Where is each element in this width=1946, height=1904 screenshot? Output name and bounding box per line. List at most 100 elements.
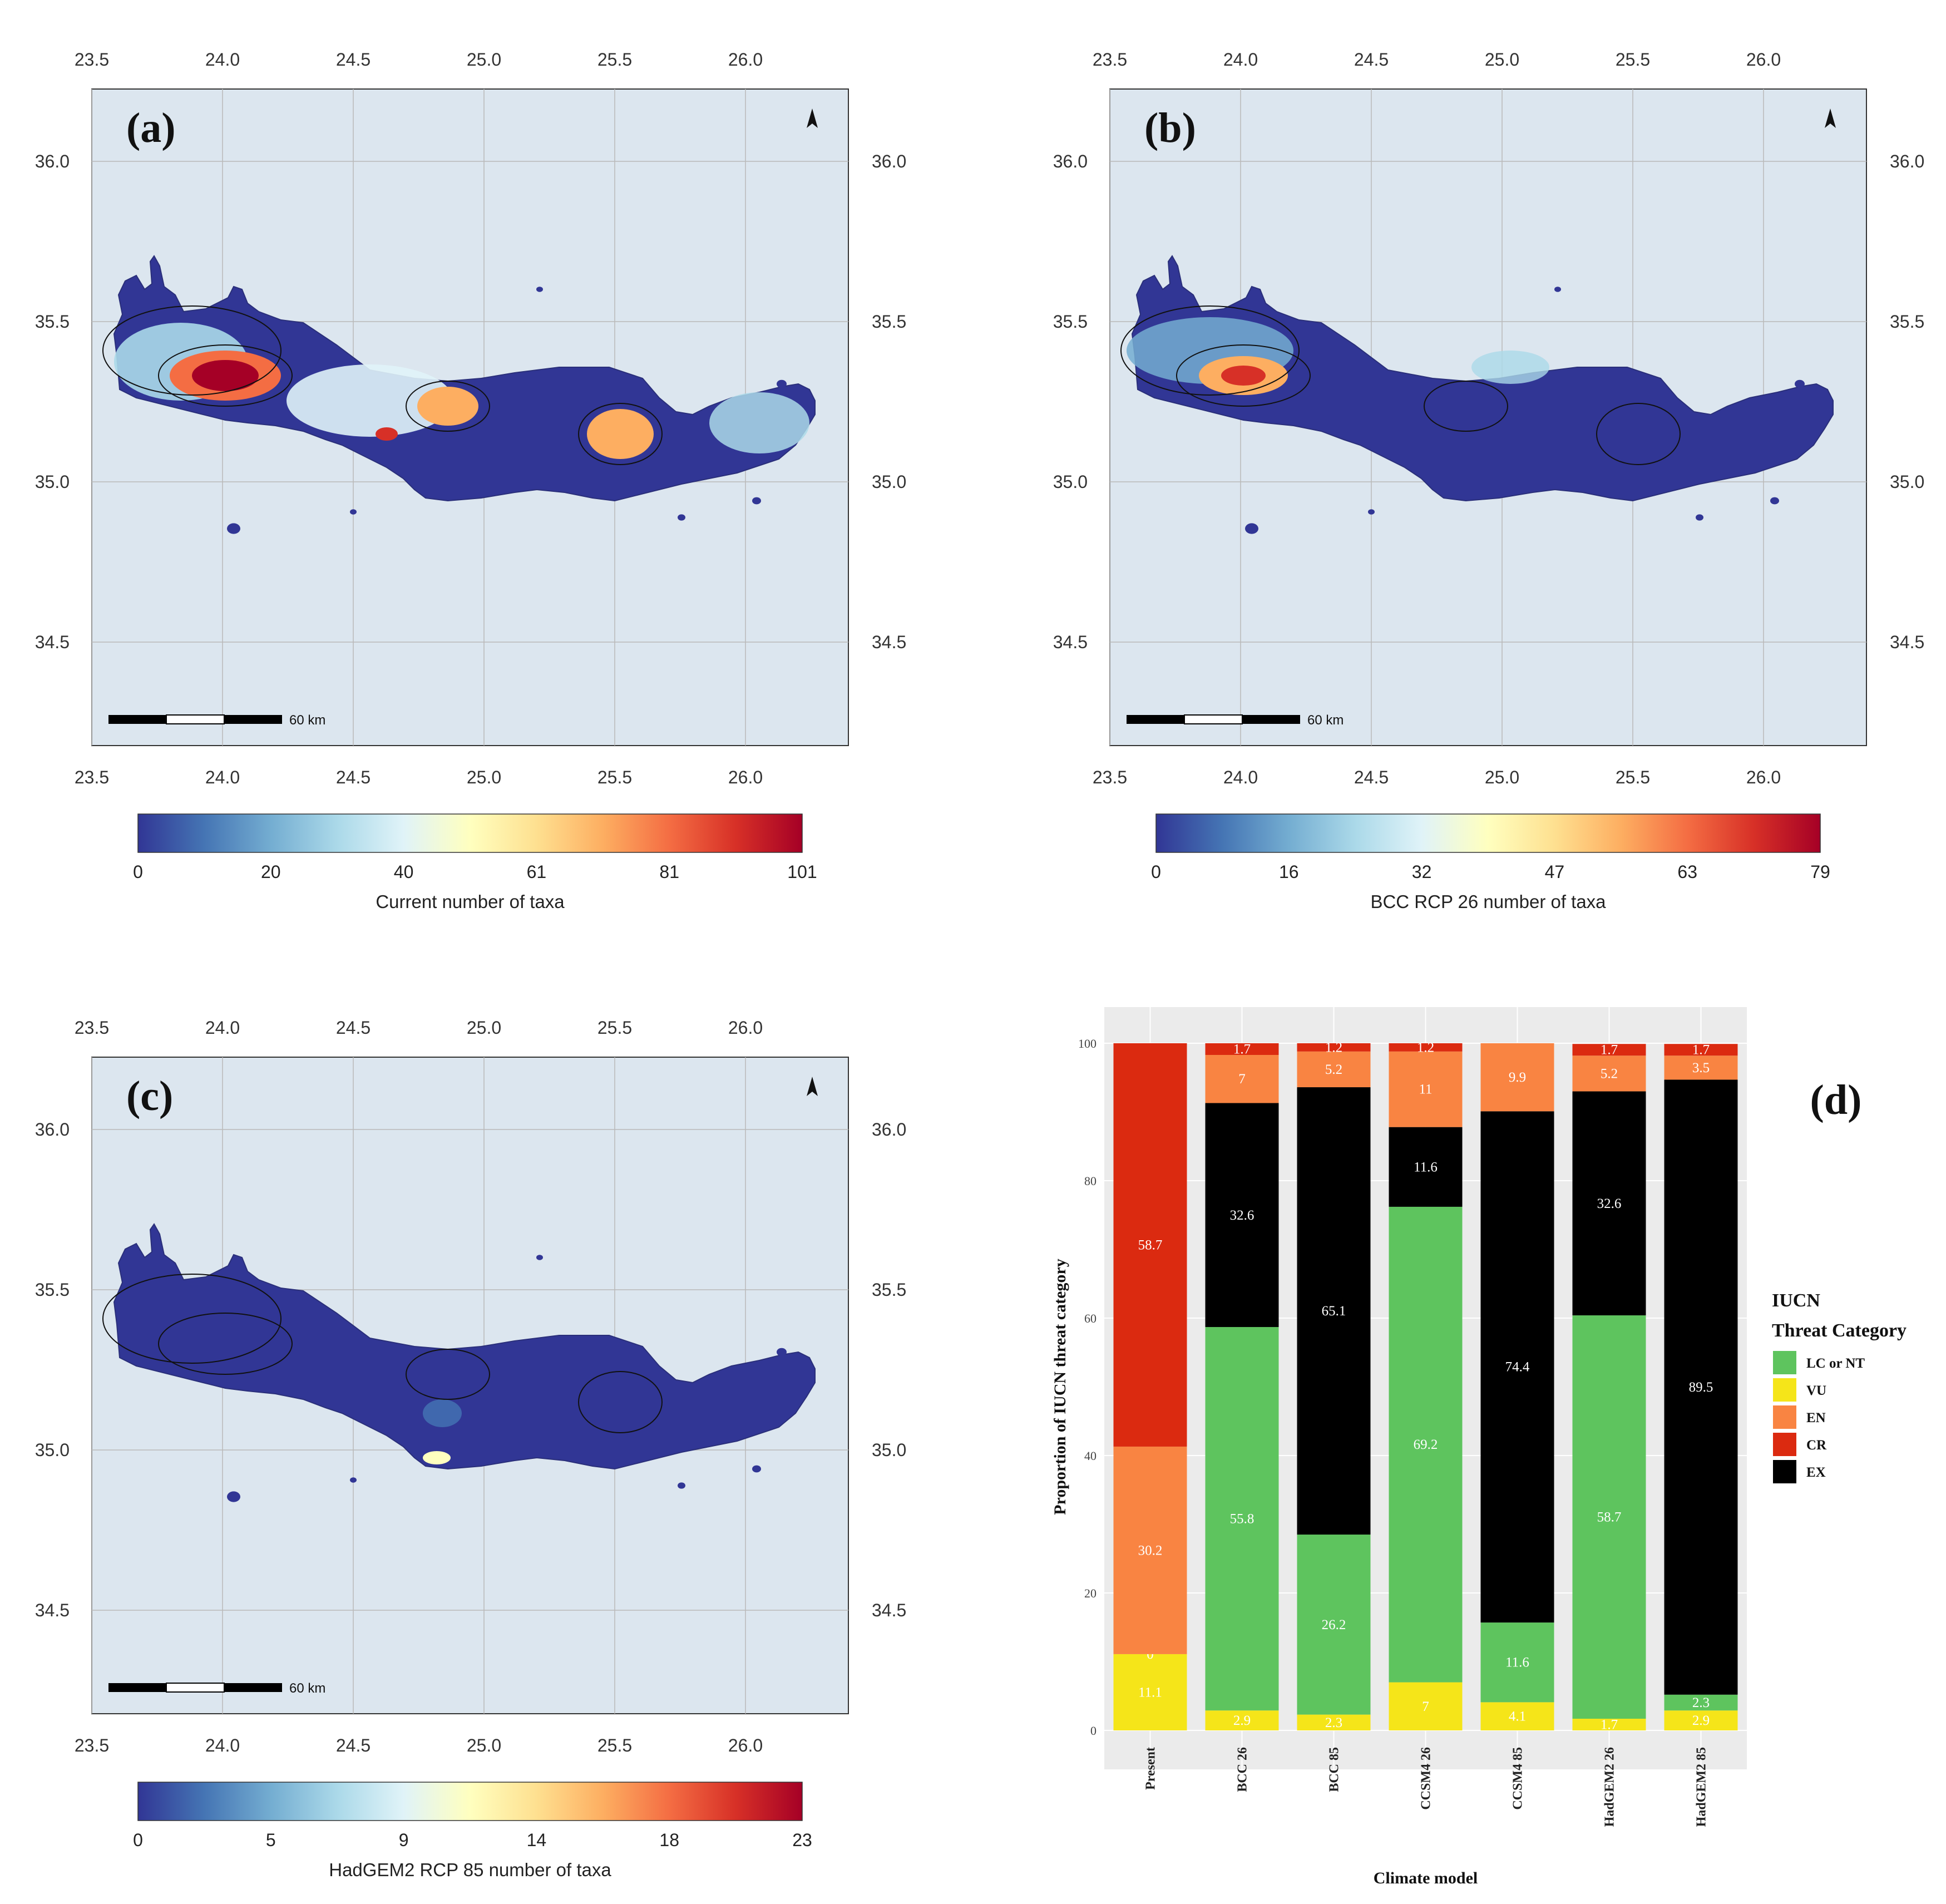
maps-layer: (a) 60 km 23.5 23.5 24.0 24.0 24.5 24.5 25.0 25.0… — [35, 50, 1925, 1880]
lon-tick-top: 25.5 — [1616, 50, 1650, 70]
bar-value-label: 2.9 — [1233, 1713, 1251, 1728]
bar-value-label: 2.3 — [1692, 1695, 1710, 1710]
lon-tick-bottom: 24.5 — [1354, 767, 1389, 787]
bar-value-label: 9.9 — [1509, 1070, 1526, 1085]
bar-segment-en — [1389, 1051, 1463, 1127]
lon-tick-top: 24.0 — [205, 50, 240, 70]
lat-tick-left: 36.0 — [1053, 151, 1088, 171]
scalebar-segment — [166, 714, 225, 724]
islet — [227, 1491, 240, 1502]
north-arrow-icon — [807, 1077, 818, 1096]
colorbar-tick: 23 — [792, 1830, 812, 1850]
lat-tick-right: 36.0 — [872, 151, 906, 171]
scalebar-segment — [1242, 715, 1300, 724]
x-category-label: Present — [1144, 1747, 1158, 1790]
islet — [536, 1255, 543, 1260]
bar-segment-ex — [1480, 1111, 1554, 1623]
islet — [752, 497, 761, 505]
richness-hotspot-dikti — [587, 409, 654, 459]
legend-swatch — [1773, 1378, 1796, 1402]
north-arrow-icon — [1825, 108, 1836, 128]
lon-tick-top: 26.0 — [728, 50, 763, 70]
lon-tick-bottom: 25.5 — [597, 1735, 632, 1755]
lon-tick-bottom: 23.5 — [75, 767, 109, 787]
bar-segment-en — [1572, 1055, 1646, 1092]
bar-value-label: 11.6 — [1505, 1655, 1529, 1670]
contour-line — [158, 344, 293, 407]
colorbar-tick: 20 — [261, 862, 281, 882]
lon-tick-bottom: 24.0 — [205, 1735, 240, 1755]
bar-value-label: 11 — [1419, 1082, 1432, 1097]
map-panel-c: (c) 60 km 23.5 23.5 24.0 24.0 24.5 24.5 25.0 25.0… — [35, 1018, 907, 1880]
bar-value-label: 89.5 — [1689, 1380, 1713, 1395]
richness-zone-east — [709, 392, 809, 453]
richness-spot — [423, 1451, 451, 1464]
x-category-label: HadGEM2 26 — [1603, 1747, 1617, 1827]
colorbar-title: BCC RCP 26 number of taxa — [1370, 891, 1606, 912]
lat-tick-left: 35.5 — [35, 312, 70, 332]
scalebar-label: 60 km — [289, 713, 325, 728]
bar-segment-vu — [1113, 1654, 1187, 1730]
islet — [227, 523, 240, 534]
bar-value-label: 4.1 — [1509, 1709, 1526, 1724]
bar-value-label: 7 — [1422, 1699, 1429, 1714]
lon-tick-bottom: 25.5 — [1616, 767, 1650, 787]
bar-value-label: 3.5 — [1692, 1060, 1710, 1076]
bar-segment-lc-or-nt — [1664, 1694, 1738, 1711]
islet — [1368, 509, 1375, 515]
lon-tick-top: 25.0 — [467, 1018, 501, 1038]
bar-value-label: 11.6 — [1414, 1160, 1438, 1175]
bar-value-label: 58.7 — [1597, 1510, 1622, 1525]
bar-segment-ex — [1205, 1103, 1279, 1328]
lat-tick-left: 34.5 — [35, 632, 70, 652]
bar-value-label: 5.2 — [1325, 1062, 1342, 1077]
contour-line — [1596, 403, 1681, 465]
lat-tick-left: 35.0 — [35, 472, 70, 492]
colorbar-tick: 0 — [1151, 862, 1161, 882]
lon-tick-bottom: 24.0 — [1223, 767, 1258, 787]
lon-tick-bottom: 26.0 — [728, 767, 763, 787]
colorbar-title: Current number of taxa — [376, 891, 565, 912]
bar-value-label: 11.1 — [1138, 1685, 1162, 1700]
colorbar-tick: 79 — [1810, 862, 1830, 882]
y-tick-label: 60 — [1084, 1311, 1097, 1325]
contour-line — [1176, 344, 1311, 407]
colorbar-tick: 32 — [1412, 862, 1432, 882]
islet — [536, 287, 543, 292]
bar-value-label: 2.3 — [1325, 1715, 1342, 1730]
colorbar-tick: 9 — [399, 1830, 409, 1850]
colorbar-tick: 18 — [659, 1830, 679, 1850]
bar-value-label: 30.2 — [1138, 1543, 1163, 1558]
bar-segment-ex — [1572, 1091, 1646, 1316]
contour-line — [406, 381, 490, 432]
lat-tick-left: 34.5 — [35, 1600, 70, 1620]
islet — [752, 1465, 761, 1473]
contour-line — [1424, 381, 1508, 432]
lon-tick-bottom: 24.5 — [336, 767, 371, 787]
bar-chart-d: 02040608010011.1030.258.7Present2.955.83… — [1051, 1007, 1907, 1887]
bar-segment-vu — [1205, 1710, 1279, 1730]
richness-spot — [376, 427, 398, 441]
lon-tick-bottom: 25.0 — [1485, 767, 1519, 787]
lat-tick-left: 36.0 — [35, 1119, 70, 1140]
legend-item-label: EN — [1806, 1410, 1826, 1425]
crete-island — [1131, 255, 1834, 502]
legend-swatch — [1773, 1405, 1796, 1429]
legend-item-label: CR — [1806, 1438, 1827, 1453]
bar-segment-lc-or-nt — [1389, 1206, 1463, 1683]
y-tick-label: 40 — [1084, 1449, 1097, 1463]
contour-line — [406, 1349, 490, 1400]
bar-value-label: 1.7 — [1233, 1042, 1251, 1057]
contour-line — [102, 1274, 281, 1364]
lat-tick-left: 35.0 — [35, 1440, 70, 1460]
colorbar-tick: 81 — [659, 862, 679, 882]
islet — [678, 1482, 685, 1489]
scalebar-segment — [224, 1683, 282, 1692]
panel-label: (a) — [126, 105, 176, 151]
legend-item-label: VU — [1806, 1383, 1826, 1398]
legend-item-label: EX — [1806, 1465, 1826, 1480]
richness-core-lefka-ori — [1221, 366, 1266, 386]
colorbar-title: HadGEM2 RCP 85 number of taxa — [329, 1859, 611, 1880]
contour-line — [578, 403, 663, 465]
bar-segment-lc-or-nt — [1572, 1315, 1646, 1719]
